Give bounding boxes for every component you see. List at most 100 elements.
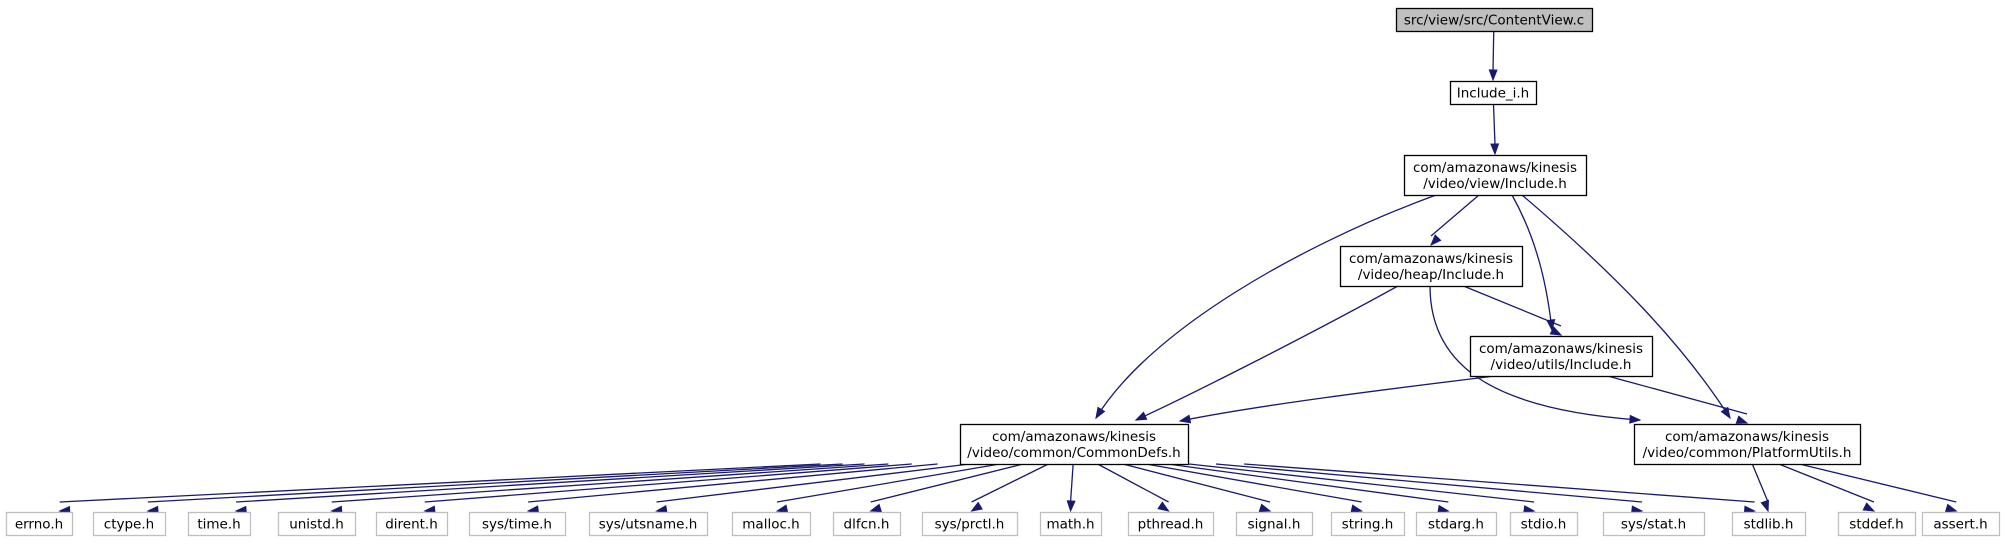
edge-platformutils-to-stdlib xyxy=(1751,463,1770,513)
edge-heap_include-to-utils_include xyxy=(1463,285,1563,336)
node-stdarg: stdarg.h xyxy=(1415,511,1498,537)
edge-line xyxy=(1463,285,1562,327)
edge-arrowhead xyxy=(1862,502,1876,512)
node-box xyxy=(959,423,1190,466)
edge-commondefs-to-stdio xyxy=(1188,463,1536,515)
edge-arrowhead xyxy=(869,503,883,513)
edge-line xyxy=(1492,30,1495,72)
node-label: /video/heap/Include.h xyxy=(1358,267,1504,283)
node-label: /video/common/PlatformUtils.h xyxy=(1643,445,1852,461)
node-label: time.h xyxy=(197,517,240,533)
node-label: stdlib.h xyxy=(1744,517,1794,533)
edge-arrowhead xyxy=(1760,499,1770,513)
node-label: com/amazonaws/kinesis xyxy=(1479,341,1643,357)
node-label: stdarg.h xyxy=(1428,517,1484,533)
edge-arrowhead xyxy=(1095,406,1106,420)
edge-line xyxy=(1135,285,1399,421)
node-view_include[interactable]: com/amazonaws/kinesis/video/view/Include… xyxy=(1403,154,1588,197)
edge-arrowhead xyxy=(1549,326,1563,336)
edge-line xyxy=(528,463,938,503)
edge-line xyxy=(1145,463,1362,503)
node-sysutsname: sys/utsname.h xyxy=(588,511,709,537)
node-label: Include_i.h xyxy=(1457,86,1530,102)
node-label: assert.h xyxy=(1933,517,1987,533)
edge-line xyxy=(1097,463,1169,503)
edge-line xyxy=(1122,463,1271,503)
edge-line xyxy=(1430,194,1480,237)
node-include_i[interactable]: Include_i.h xyxy=(1449,80,1538,106)
edge-commondefs-to-sysutsname xyxy=(655,463,970,514)
node-stdio: stdio.h xyxy=(1509,511,1579,537)
edge-view_include-to-heap_include xyxy=(1430,194,1480,247)
node-label: errno.h xyxy=(15,517,63,533)
edge-line xyxy=(1215,463,1642,503)
node-heap_include[interactable]: com/amazonaws/kinesis/video/heap/Include… xyxy=(1339,245,1524,288)
edge-arrowhead xyxy=(1720,406,1731,420)
edge-line xyxy=(59,463,821,503)
edge-commondefs-to-sysprctl xyxy=(970,463,1049,512)
node-box xyxy=(375,511,449,537)
edge-line xyxy=(1521,194,1731,419)
edge-utils_include-to-platformutils xyxy=(1607,375,1749,424)
node-label: sys/prctl.h xyxy=(935,517,1005,533)
edge-line xyxy=(1179,375,1496,422)
node-box xyxy=(1330,511,1406,537)
edge-commondefs-to-dlfcn xyxy=(869,463,1024,513)
node-box xyxy=(1633,423,1862,466)
edge-view_include-to-platformutils xyxy=(1521,194,1731,420)
node-utils_include[interactable]: com/amazonaws/kinesis/video/utils/Includ… xyxy=(1469,335,1654,378)
edge-line xyxy=(1492,103,1496,146)
edge-line xyxy=(776,463,1000,503)
node-box xyxy=(1039,511,1103,537)
node-label: unistd.h xyxy=(289,517,344,533)
node-box xyxy=(468,511,567,537)
node-stdlib: stdlib.h xyxy=(1731,511,1807,537)
node-label: /video/utils/Include.h xyxy=(1491,357,1632,373)
edge-utils_include-to-commondefs xyxy=(1178,375,1496,424)
node-label: com/amazonaws/kinesis xyxy=(1665,429,1829,445)
edge-arrowhead xyxy=(1134,411,1148,421)
node-box xyxy=(832,511,902,537)
edge-line xyxy=(656,463,970,503)
node-box xyxy=(1509,511,1579,537)
edge-arrowhead xyxy=(1735,415,1749,424)
node-box xyxy=(5,511,74,537)
edge-arrowhead xyxy=(1629,414,1642,424)
node-label: com/amazonaws/kinesis xyxy=(1413,160,1577,176)
node-box xyxy=(1415,511,1498,537)
node-pthread: pthread.h xyxy=(1127,511,1215,537)
node-dlfcn: dlfcn.h xyxy=(832,511,902,537)
edge-line xyxy=(1167,463,1449,503)
node-box xyxy=(1449,80,1538,106)
edge-view_include-to-commondefs xyxy=(1095,194,1437,420)
edge-line xyxy=(1511,194,1553,331)
node-commondefs[interactable]: com/amazonaws/kinesis/video/common/Commo… xyxy=(959,423,1190,466)
edge-line xyxy=(1799,463,1957,503)
edge-root-to-include_i xyxy=(1488,30,1498,82)
node-dirent: dirent.h xyxy=(375,511,449,537)
node-label: sys/time.h xyxy=(482,517,552,533)
edge-commondefs-to-pthread xyxy=(1097,463,1170,512)
edge-line xyxy=(1244,463,1755,503)
node-label: stdio.h xyxy=(1521,517,1567,533)
node-box xyxy=(187,511,252,537)
node-box xyxy=(1127,511,1215,537)
node-root[interactable]: src/view/src/ContentView.c xyxy=(1395,7,1594,33)
edge-line xyxy=(331,463,889,503)
node-math: math.h xyxy=(1039,511,1103,537)
edge-commondefs-to-stdarg xyxy=(1167,463,1450,514)
edge-heap_include-to-platformutils xyxy=(1429,285,1642,424)
edge-arrowhead xyxy=(1258,503,1272,513)
edge-line xyxy=(424,463,912,503)
edge-commondefs-to-malloc xyxy=(775,463,1000,514)
node-systime: sys/time.h xyxy=(468,511,567,537)
node-box xyxy=(1731,511,1807,537)
node-label: signal.h xyxy=(1248,517,1301,533)
node-box xyxy=(1403,154,1588,197)
node-platformutils[interactable]: com/amazonaws/kinesis/video/common/Platf… xyxy=(1633,423,1862,466)
node-box xyxy=(1395,7,1594,33)
edge-arrowhead xyxy=(1488,69,1498,82)
node-box xyxy=(1921,511,2001,537)
node-label: /video/common/CommonDefs.h xyxy=(967,445,1180,461)
node-box xyxy=(1837,511,1917,537)
